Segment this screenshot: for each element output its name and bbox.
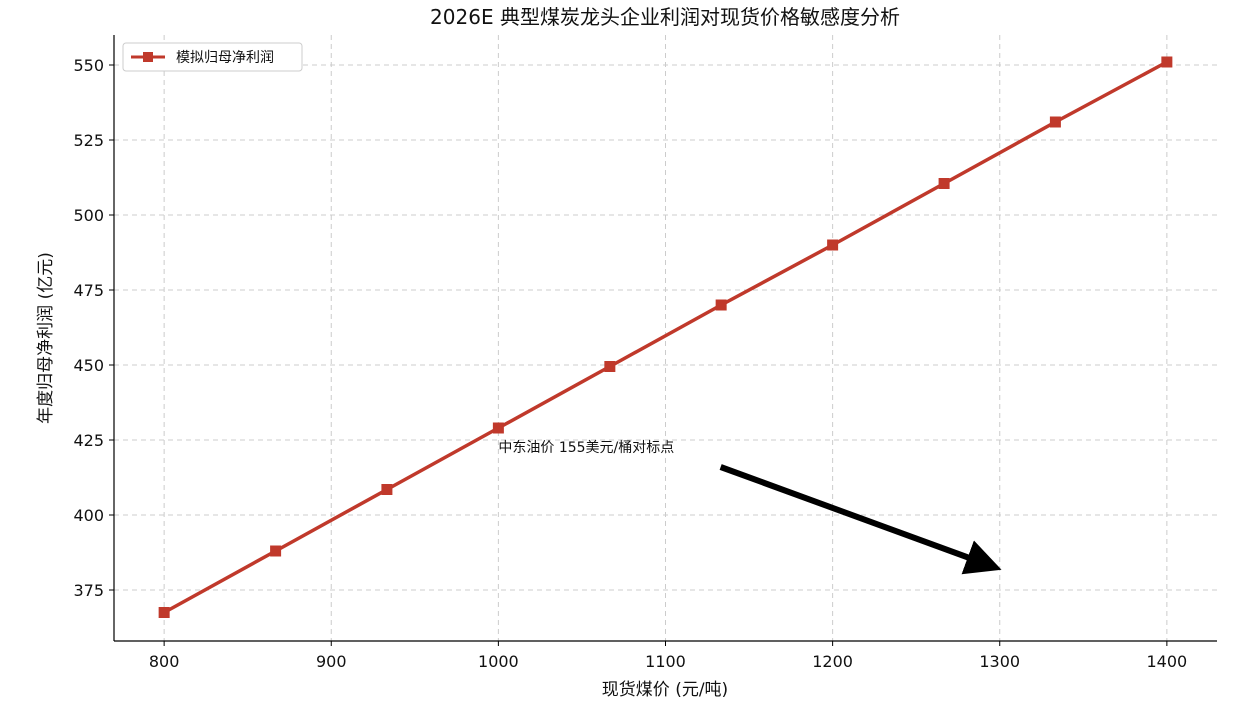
grid xyxy=(114,35,1217,641)
series-layer xyxy=(158,56,1173,618)
x-tick-label: 800 xyxy=(149,652,180,671)
data-point-marker xyxy=(1049,116,1061,128)
annotation: 中东油价 155美元/桶对标点 xyxy=(498,440,1002,575)
data-point-marker xyxy=(827,239,839,251)
series-line xyxy=(163,60,1168,615)
x-tick-label: 900 xyxy=(316,652,347,671)
data-point-marker xyxy=(604,361,616,372)
y-tick-label: 525 xyxy=(73,131,104,150)
legend-marker-swatch xyxy=(143,52,153,62)
data-point-marker xyxy=(1161,56,1173,68)
x-tick-label: 1000 xyxy=(478,652,519,671)
data-point-marker xyxy=(492,422,504,434)
ticks: 800 900 1000 1100 1200 1300 1400 375 400 425 450 47… xyxy=(73,56,1187,671)
x-tick-label: 1100 xyxy=(645,652,686,671)
y-tick-label: 425 xyxy=(73,431,104,450)
y-tick-label: 450 xyxy=(73,356,104,375)
legend-label: 模拟归母净利润 xyxy=(176,49,274,66)
chart-title: 2026E 典型煤炭龙头企业利润对现货价格敏感度分析 xyxy=(430,5,900,29)
y-tick-label: 375 xyxy=(73,581,104,600)
data-point-marker xyxy=(938,178,950,189)
y-tick-label: 500 xyxy=(73,206,104,225)
data-point-marker xyxy=(270,545,282,557)
annotation-arrow xyxy=(719,464,1002,575)
y-tick-label: 475 xyxy=(73,281,104,300)
x-tick-label: 1400 xyxy=(1147,652,1188,671)
legend: 模拟归母净利润 xyxy=(122,42,303,72)
y-tick-label: 550 xyxy=(73,56,104,75)
data-point-marker xyxy=(381,484,393,495)
y-tick-label: 400 xyxy=(73,506,104,525)
legend-box xyxy=(122,42,303,72)
y-axis-title: 年度归母净利润 (亿元) xyxy=(36,252,56,424)
annotation-text: 中东油价 155美元/桶对标点 xyxy=(498,440,674,456)
x-tick-label: 1300 xyxy=(979,652,1020,671)
x-tick-label: 1200 xyxy=(812,652,853,671)
data-point-marker xyxy=(158,607,170,618)
x-axis-title: 现货煤价 (元/吨) xyxy=(602,680,728,700)
data-point-marker xyxy=(715,299,727,311)
